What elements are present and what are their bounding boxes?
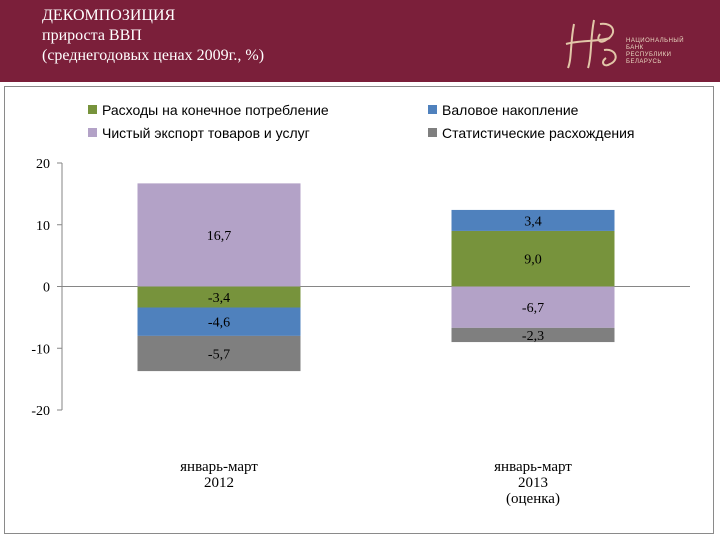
title-line-3: (среднегодовых ценах 2009г., %) — [42, 47, 265, 64]
category-label: январь-март — [180, 459, 258, 475]
data-label-net_export: 16,7 — [207, 229, 232, 244]
slide-title: ДЕКОМПОЗИЦИЯ прироста ВВП (среднегодовых… — [42, 6, 264, 66]
category-label: (оценка) — [506, 491, 560, 507]
logo-text-line-4: БЕЛАРУСЬ — [626, 59, 662, 65]
legend-swatch-net-export — [88, 128, 97, 137]
category-label: 2013 — [518, 475, 548, 491]
category-label: январь-март — [494, 459, 572, 475]
y-tick-label: -10 — [31, 342, 50, 357]
data-label-discrepancy: -5,7 — [208, 347, 230, 362]
logo-text-line-1: НАЦИОНАЛЬНЫЙ — [626, 38, 685, 44]
logo-text-line-2: БАНК — [626, 45, 644, 51]
legend-swatch-consumption — [88, 105, 97, 114]
title-line-1: ДЕКОМПОЗИЦИЯ — [42, 7, 176, 24]
bar-segment-discrepancy — [451, 327, 615, 343]
legend-swatch-discrepancy — [428, 128, 437, 137]
legend-label-net-export: Чистый экспорт товаров и услуг — [102, 125, 310, 141]
bar-segment-discrepancy — [137, 335, 301, 372]
data-label-discrepancy: -2,3 — [522, 329, 544, 344]
legend-label-discrepancy: Статистические расхождения — [442, 125, 635, 141]
y-tick-label: 0 — [43, 281, 50, 296]
y-tick-label: 10 — [36, 219, 50, 234]
bar-segment-net_export — [137, 183, 301, 287]
bar-segment-accumulation — [451, 209, 615, 231]
data-label-accumulation: -4,6 — [208, 316, 230, 331]
bar-segment-consumption — [451, 230, 615, 287]
logo-text-line-3: РЕСПУБЛИКИ — [626, 52, 672, 58]
bar-segment-consumption — [137, 286, 301, 308]
legend-label-consumption: Расходы на конечное потребление — [102, 102, 329, 118]
bank-logo-icon — [565, 19, 617, 69]
y-tick-label: -20 — [31, 404, 50, 419]
data-label-consumption: -3,4 — [208, 291, 230, 306]
header-banner: ДЕКОМПОЗИЦИЯ прироста ВВП (среднегодовых… — [0, 0, 720, 82]
data-label-consumption: 9,0 — [524, 253, 542, 268]
legend-swatch-accumulation — [428, 105, 437, 114]
legend-label-accumulation: Валовое накопление — [442, 102, 579, 118]
data-label-accumulation: 3,4 — [524, 214, 542, 229]
y-tick-label: 20 — [36, 157, 50, 172]
category-label: 2012 — [204, 475, 234, 491]
bar-segment-net_export — [451, 286, 615, 328]
data-label-net_export: -6,7 — [522, 301, 544, 316]
bank-logo-text: НАЦИОНАЛЬНЫЙ БАНК РЕСПУБЛИКИ БЕЛАРУСЬ — [626, 38, 684, 66]
bar-segment-accumulation — [137, 307, 301, 336]
title-line-2: прироста ВВП — [42, 27, 142, 44]
